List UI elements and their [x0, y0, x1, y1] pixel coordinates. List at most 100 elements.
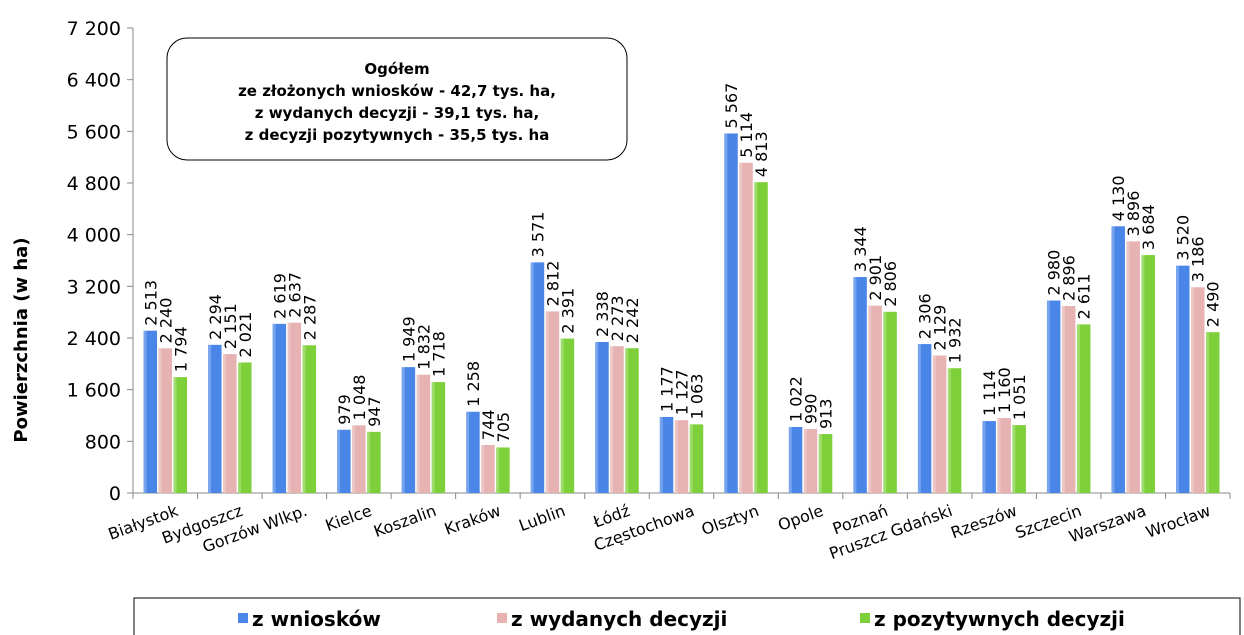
bar-highlight: [595, 342, 598, 493]
bar: [481, 445, 495, 493]
bar-highlight: [208, 345, 211, 493]
bar-highlight: [561, 339, 564, 493]
bar: [273, 324, 287, 493]
bar-highlight: [144, 331, 147, 493]
bar-highlight: [853, 277, 856, 493]
bar-highlight: [868, 306, 871, 493]
data-label: 2 611: [1075, 274, 1094, 320]
bar: [690, 424, 704, 493]
category-label: Olsztyn: [699, 501, 762, 539]
bar-highlight: [804, 429, 807, 493]
bar: [303, 345, 317, 493]
legend-item: z wydanych decyzji: [497, 607, 727, 631]
bar: [144, 331, 158, 493]
bar-highlight: [918, 344, 921, 493]
data-label: 3 684: [1139, 204, 1158, 250]
legend-label: z wydanych decyzji: [511, 607, 727, 631]
bar-highlight: [997, 418, 1000, 493]
bar: [1176, 266, 1190, 493]
bar-highlight: [724, 133, 727, 493]
bar: [868, 306, 882, 493]
bar-highlight: [1111, 226, 1114, 493]
bar: [724, 133, 738, 493]
bar: [1126, 241, 1140, 493]
bar: [432, 382, 446, 493]
bar: [883, 312, 897, 493]
bar: [739, 163, 753, 493]
bar: [804, 429, 818, 493]
bar: [610, 346, 624, 493]
bar-highlight: [481, 445, 484, 493]
bar: [948, 368, 962, 493]
bar: [1062, 306, 1076, 493]
y-tick-label: 6 400: [67, 70, 121, 92]
category-label: Kielce: [323, 501, 374, 535]
bar: [159, 348, 173, 493]
bar: [1206, 332, 1220, 493]
bar: [918, 344, 932, 493]
bar: [1191, 287, 1205, 493]
bar: [1047, 301, 1061, 493]
bar-highlight: [675, 420, 678, 493]
bar-highlight: [1062, 306, 1065, 493]
data-label: 1 718: [429, 331, 448, 377]
bar: [288, 323, 302, 493]
bar-highlight: [417, 375, 420, 493]
category-label: Lublin: [516, 501, 568, 535]
bar-highlight: [531, 262, 534, 493]
bar-highlight: [610, 346, 613, 493]
bar-highlight: [496, 447, 499, 493]
data-label: 2 806: [881, 261, 900, 307]
bar: [208, 345, 222, 493]
bar-highlight: [690, 424, 693, 493]
bar-highlight: [223, 354, 226, 493]
annotation-line: Ogółem: [364, 60, 429, 78]
bar: [660, 417, 674, 493]
data-label: 705: [494, 412, 513, 443]
bar: [1077, 324, 1091, 493]
bar-highlight: [1191, 287, 1194, 493]
y-axis-label: Powierzchnia (w ha): [11, 237, 32, 442]
bar-highlight: [789, 427, 792, 493]
data-label: 2 242: [623, 297, 642, 343]
bar-highlight: [1047, 301, 1050, 493]
legend-item: z wniosków: [238, 607, 381, 631]
bar-highlight: [159, 348, 162, 493]
bar-highlight: [948, 368, 951, 493]
bar-highlight: [367, 432, 370, 493]
bar-highlight: [174, 377, 177, 493]
category-label: Kraków: [442, 501, 503, 539]
annotation-line: z decyzji pozytywnych - 35,5 tys. ha: [245, 126, 550, 144]
bar: [466, 412, 480, 493]
data-label: 1 063: [688, 374, 707, 420]
data-label: 3 186: [1189, 236, 1208, 282]
bar-highlight: [1077, 324, 1080, 493]
category-label: Koszalin: [371, 501, 439, 541]
y-tick-label: 5 600: [67, 121, 121, 143]
data-label: 1 794: [171, 326, 190, 372]
bar-highlight: [546, 311, 549, 493]
legend-swatch: [497, 613, 507, 623]
summary-annotation: Ogółem ze złożonych wniosków - 42,7 tys. …: [167, 38, 627, 160]
data-label: 2 021: [236, 312, 255, 358]
y-tick-label: 0: [109, 483, 121, 505]
bar: [546, 311, 560, 493]
y-tick-label: 2 400: [67, 328, 121, 350]
y-tick-label: 1 600: [67, 380, 121, 402]
annotation-line: z wydanych decyzji - 39,1 tys. ha,: [255, 104, 540, 122]
bar-highlight: [352, 425, 355, 493]
bar: [789, 427, 803, 493]
bar-highlight: [303, 345, 306, 493]
bar-highlight: [432, 382, 435, 493]
legend-swatch: [860, 613, 870, 623]
bar-highlight: [1206, 332, 1209, 493]
category-label: Wrocław: [1143, 501, 1213, 542]
category-label: Rzeszów: [948, 501, 1019, 542]
bar: [595, 342, 609, 493]
data-label: 1 932: [946, 317, 965, 363]
legend: z wniosków z wydanych decyzji z pozytywnyc…: [134, 598, 1240, 635]
bar: [625, 348, 639, 493]
data-label: 2 490: [1204, 281, 1223, 327]
legend-swatch: [238, 613, 248, 623]
data-label: 2 391: [558, 288, 577, 334]
